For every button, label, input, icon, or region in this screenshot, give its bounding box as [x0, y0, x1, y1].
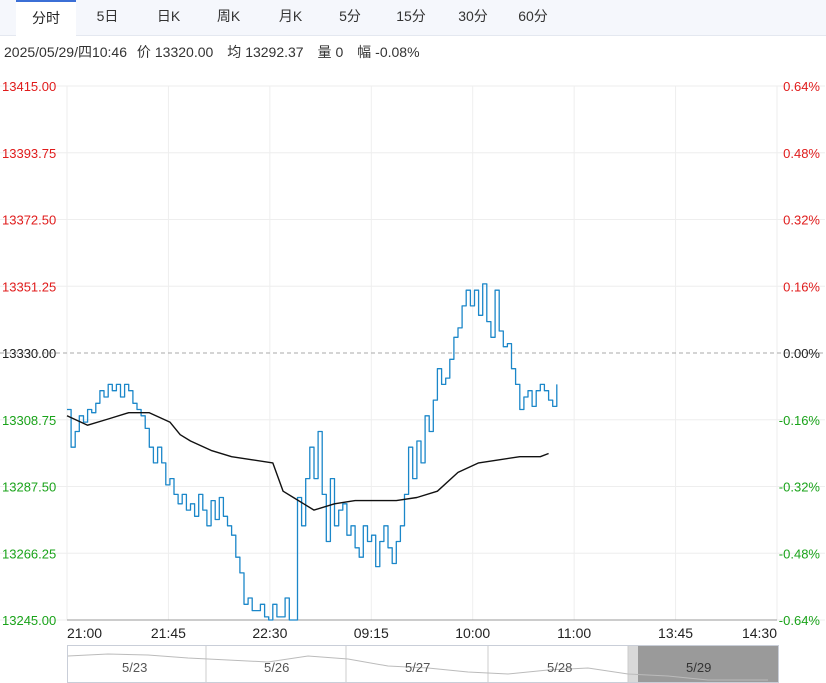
tab-60min[interactable]: 60分 — [518, 8, 548, 24]
price-series-line — [67, 283, 558, 621]
x-tick-label: 11:00 — [557, 625, 591, 641]
y-tick-label-right: 0.64% — [783, 79, 820, 94]
x-tick-label: 09:15 — [354, 625, 389, 641]
navigator-sparkline — [68, 646, 778, 682]
price-label: 价 — [136, 44, 151, 60]
navigator-label: 5/29 — [686, 660, 712, 675]
y-tick-label-right: -0.48% — [779, 546, 821, 561]
x-tick-label: 14:30 — [742, 625, 777, 641]
tab-30min[interactable]: 30分 — [458, 8, 488, 24]
quote-datetime: 2025/05/29/四10:46 — [4, 44, 127, 60]
y-tick-label-left: 13372.50 — [2, 213, 56, 228]
tab-15min[interactable]: 15分 — [396, 8, 426, 24]
navigator-label: 5/28 — [547, 660, 573, 675]
change-value: -0.08% — [375, 44, 420, 60]
y-tick-label-right: 0.00% — [783, 346, 820, 361]
y-tick-label-left: 13287.50 — [2, 480, 56, 495]
y-tick-label-left: 13330.00 — [2, 346, 56, 361]
y-tick-label-left: 13393.75 — [2, 146, 56, 161]
y-tick-label-left: 13266.25 — [2, 546, 56, 561]
y-tick-label-right: -0.16% — [779, 413, 821, 428]
period-tabs: 分时 5日 日K 周K 月K 5分 15分 30分 60分 — [0, 0, 826, 36]
navigator-label: 5/26 — [264, 660, 290, 675]
y-tick-label-right: -0.32% — [779, 480, 821, 495]
tab-intraday[interactable]: 分时 — [16, 0, 76, 36]
navigator-trend-line — [68, 653, 768, 681]
navigator-label: 5/23 — [122, 660, 148, 675]
volume-value: 0 — [335, 44, 344, 60]
change-label: 幅 — [357, 44, 372, 60]
y-tick-label-right: 0.32% — [783, 213, 820, 228]
tab-daily-k[interactable]: 日K — [156, 8, 181, 24]
intraday-chart[interactable]: 13415.00 0.64% 13393.75 0.48% 13372.50 0.32% 1… — [0, 70, 826, 645]
y-tick-label-right: 0.48% — [783, 146, 820, 161]
navigator-label: 5/27 — [405, 660, 431, 675]
x-tick-label: 21:00 — [67, 625, 102, 641]
avg-price-series-line — [66, 412, 549, 511]
y-tick-label-right: -0.64% — [779, 613, 821, 628]
volume-label: 量 — [317, 44, 332, 60]
x-tick-label: 10:00 — [455, 625, 490, 641]
navigator-handle[interactable] — [628, 646, 638, 682]
date-navigator[interactable] — [67, 645, 779, 683]
y-tick-label-left: 13245.00 — [2, 613, 56, 628]
avg-label: 均 — [227, 44, 242, 60]
y-tick-label-left: 13351.25 — [2, 279, 56, 294]
y-tick-label-right: 0.16% — [783, 279, 820, 294]
x-tick-label: 21:45 — [151, 625, 186, 641]
x-tick-label: 22:30 — [252, 625, 287, 641]
tab-monthly-k[interactable]: 月K — [278, 8, 303, 24]
tab-weekly-k[interactable]: 周K — [216, 8, 241, 24]
y-tick-label-left: 13308.75 — [2, 413, 56, 428]
tab-5day[interactable]: 5日 — [96, 8, 119, 24]
x-tick-label: 13:45 — [658, 625, 693, 641]
price-value: 13320.00 — [154, 44, 214, 60]
y-tick-label-left: 13415.00 — [2, 79, 56, 94]
tab-5min[interactable]: 5分 — [339, 8, 361, 24]
avg-value: 13292.37 — [245, 44, 304, 60]
